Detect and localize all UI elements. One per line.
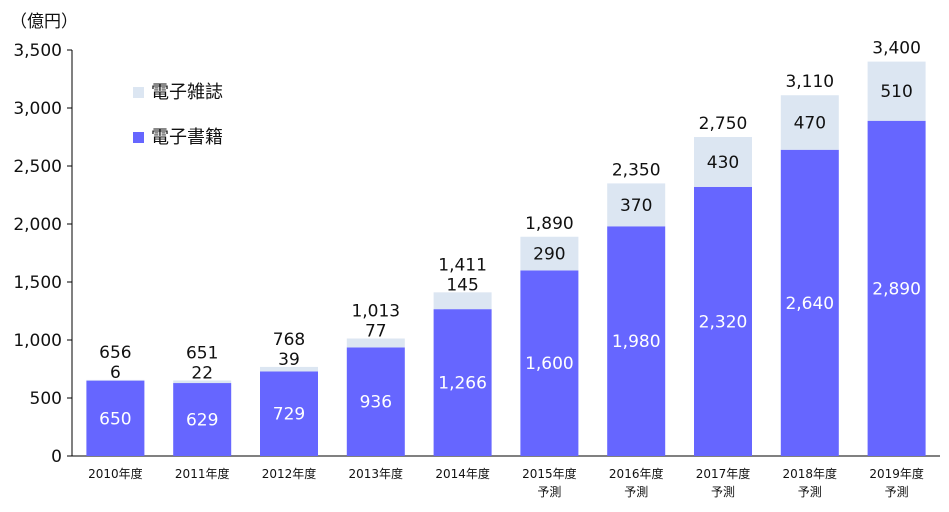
y-tick-label: 1,500 [13, 273, 62, 293]
x-tick-label: 2016年度 [609, 466, 664, 481]
data-label-total: 2,750 [699, 114, 748, 134]
y-tick-label: 0 [51, 447, 62, 467]
data-label-denshi-zasshi: 430 [707, 153, 739, 173]
legend-label: 電子書籍 [151, 127, 223, 148]
data-label-denshi-shoseki: 2,890 [872, 279, 921, 299]
bar-denshi-shoseki [780, 149, 839, 456]
data-label-denshi-shoseki: 936 [360, 393, 392, 413]
data-label-total: 3,400 [872, 39, 921, 59]
x-tick-label: 2011年度 [175, 466, 230, 481]
legend-label: 電子雑誌 [151, 82, 223, 103]
bar-denshi-zasshi [346, 338, 405, 348]
bar-denshi-shoseki [867, 120, 926, 456]
bar-denshi-shoseki [260, 371, 318, 456]
bar-denshi-shoseki [86, 380, 145, 456]
y-tick-label: 3,500 [13, 41, 62, 61]
data-label-denshi-shoseki: 650 [99, 409, 131, 429]
x-tick-label: 2017年度 [696, 466, 751, 481]
x-tick-label: 2019年度 [869, 466, 924, 481]
data-label-total: 768 [273, 330, 305, 350]
x-tick-label: 2018年度 [783, 466, 838, 481]
data-label-total: 2,350 [612, 160, 661, 180]
data-label-total: 1,890 [525, 214, 574, 234]
legend-swatch [133, 87, 144, 98]
bar-denshi-zasshi [780, 95, 839, 150]
bar-denshi-zasshi [260, 366, 318, 372]
data-label-total: 1,013 [351, 301, 400, 321]
y-tick-label: 2,500 [13, 157, 62, 177]
y-tick-label: 3,000 [13, 99, 62, 119]
bar-denshi-shoseki [173, 383, 232, 456]
bar-denshi-shoseki [607, 226, 666, 456]
data-label-denshi-zasshi: 290 [533, 245, 565, 265]
x-tick-label: 予測 [624, 485, 648, 499]
data-label-denshi-zasshi: 22 [191, 363, 213, 383]
legend-swatch [133, 132, 144, 143]
data-label-total: 3,110 [785, 72, 834, 92]
data-label-total: 1,411 [438, 255, 487, 275]
x-tick-label: 予測 [711, 485, 735, 499]
bar-denshi-zasshi [86, 379, 145, 381]
data-label-denshi-shoseki: 1,266 [438, 374, 487, 394]
x-tick-label: 2013年度 [349, 466, 404, 481]
bar-denshi-zasshi [694, 137, 752, 187]
bar-denshi-shoseki [346, 347, 405, 456]
data-label-denshi-shoseki: 2,320 [699, 312, 748, 332]
x-tick-label: 2014年度 [435, 466, 490, 481]
bar-denshi-shoseki [694, 186, 752, 456]
x-tick-label: 予測 [537, 485, 561, 499]
x-tick-label: 予測 [885, 485, 909, 499]
data-label-denshi-shoseki: 1,980 [612, 332, 661, 352]
bar-denshi-shoseki [520, 270, 579, 456]
bar-denshi-shoseki [433, 309, 492, 456]
bar-denshi-zasshi [867, 61, 926, 121]
bar-denshi-zasshi [433, 292, 492, 310]
bar-denshi-zasshi [173, 380, 232, 384]
bar-denshi-zasshi [607, 183, 666, 227]
x-tick-label: 2015年度 [522, 466, 577, 481]
y-tick-label: 2,000 [13, 215, 62, 235]
bar-denshi-zasshi [520, 236, 579, 271]
x-tick-label: 2012年度 [262, 466, 317, 481]
x-tick-label: 予測 [798, 485, 822, 499]
x-tick-label: 2010年度 [88, 466, 143, 481]
data-label-denshi-zasshi: 510 [880, 82, 912, 102]
data-label-denshi-zasshi: 77 [365, 321, 387, 341]
data-label-total: 651 [186, 343, 218, 363]
data-label-denshi-zasshi: 39 [278, 350, 300, 370]
data-label-denshi-zasshi: 145 [446, 275, 478, 295]
y-tick-label: 500 [30, 389, 62, 409]
data-label-denshi-zasshi: 370 [620, 196, 652, 216]
y-axis-unit-label: （億円） [10, 12, 78, 32]
data-label-denshi-shoseki: 729 [273, 405, 305, 425]
data-label-total: 656 [99, 343, 131, 363]
y-tick-label: 1,000 [13, 331, 62, 351]
data-label-denshi-shoseki: 2,640 [785, 294, 834, 314]
data-label-denshi-shoseki: 1,600 [525, 354, 574, 374]
data-label-denshi-shoseki: 629 [186, 411, 218, 431]
data-label-denshi-zasshi: 6 [110, 363, 121, 383]
data-label-denshi-zasshi: 470 [794, 114, 826, 134]
